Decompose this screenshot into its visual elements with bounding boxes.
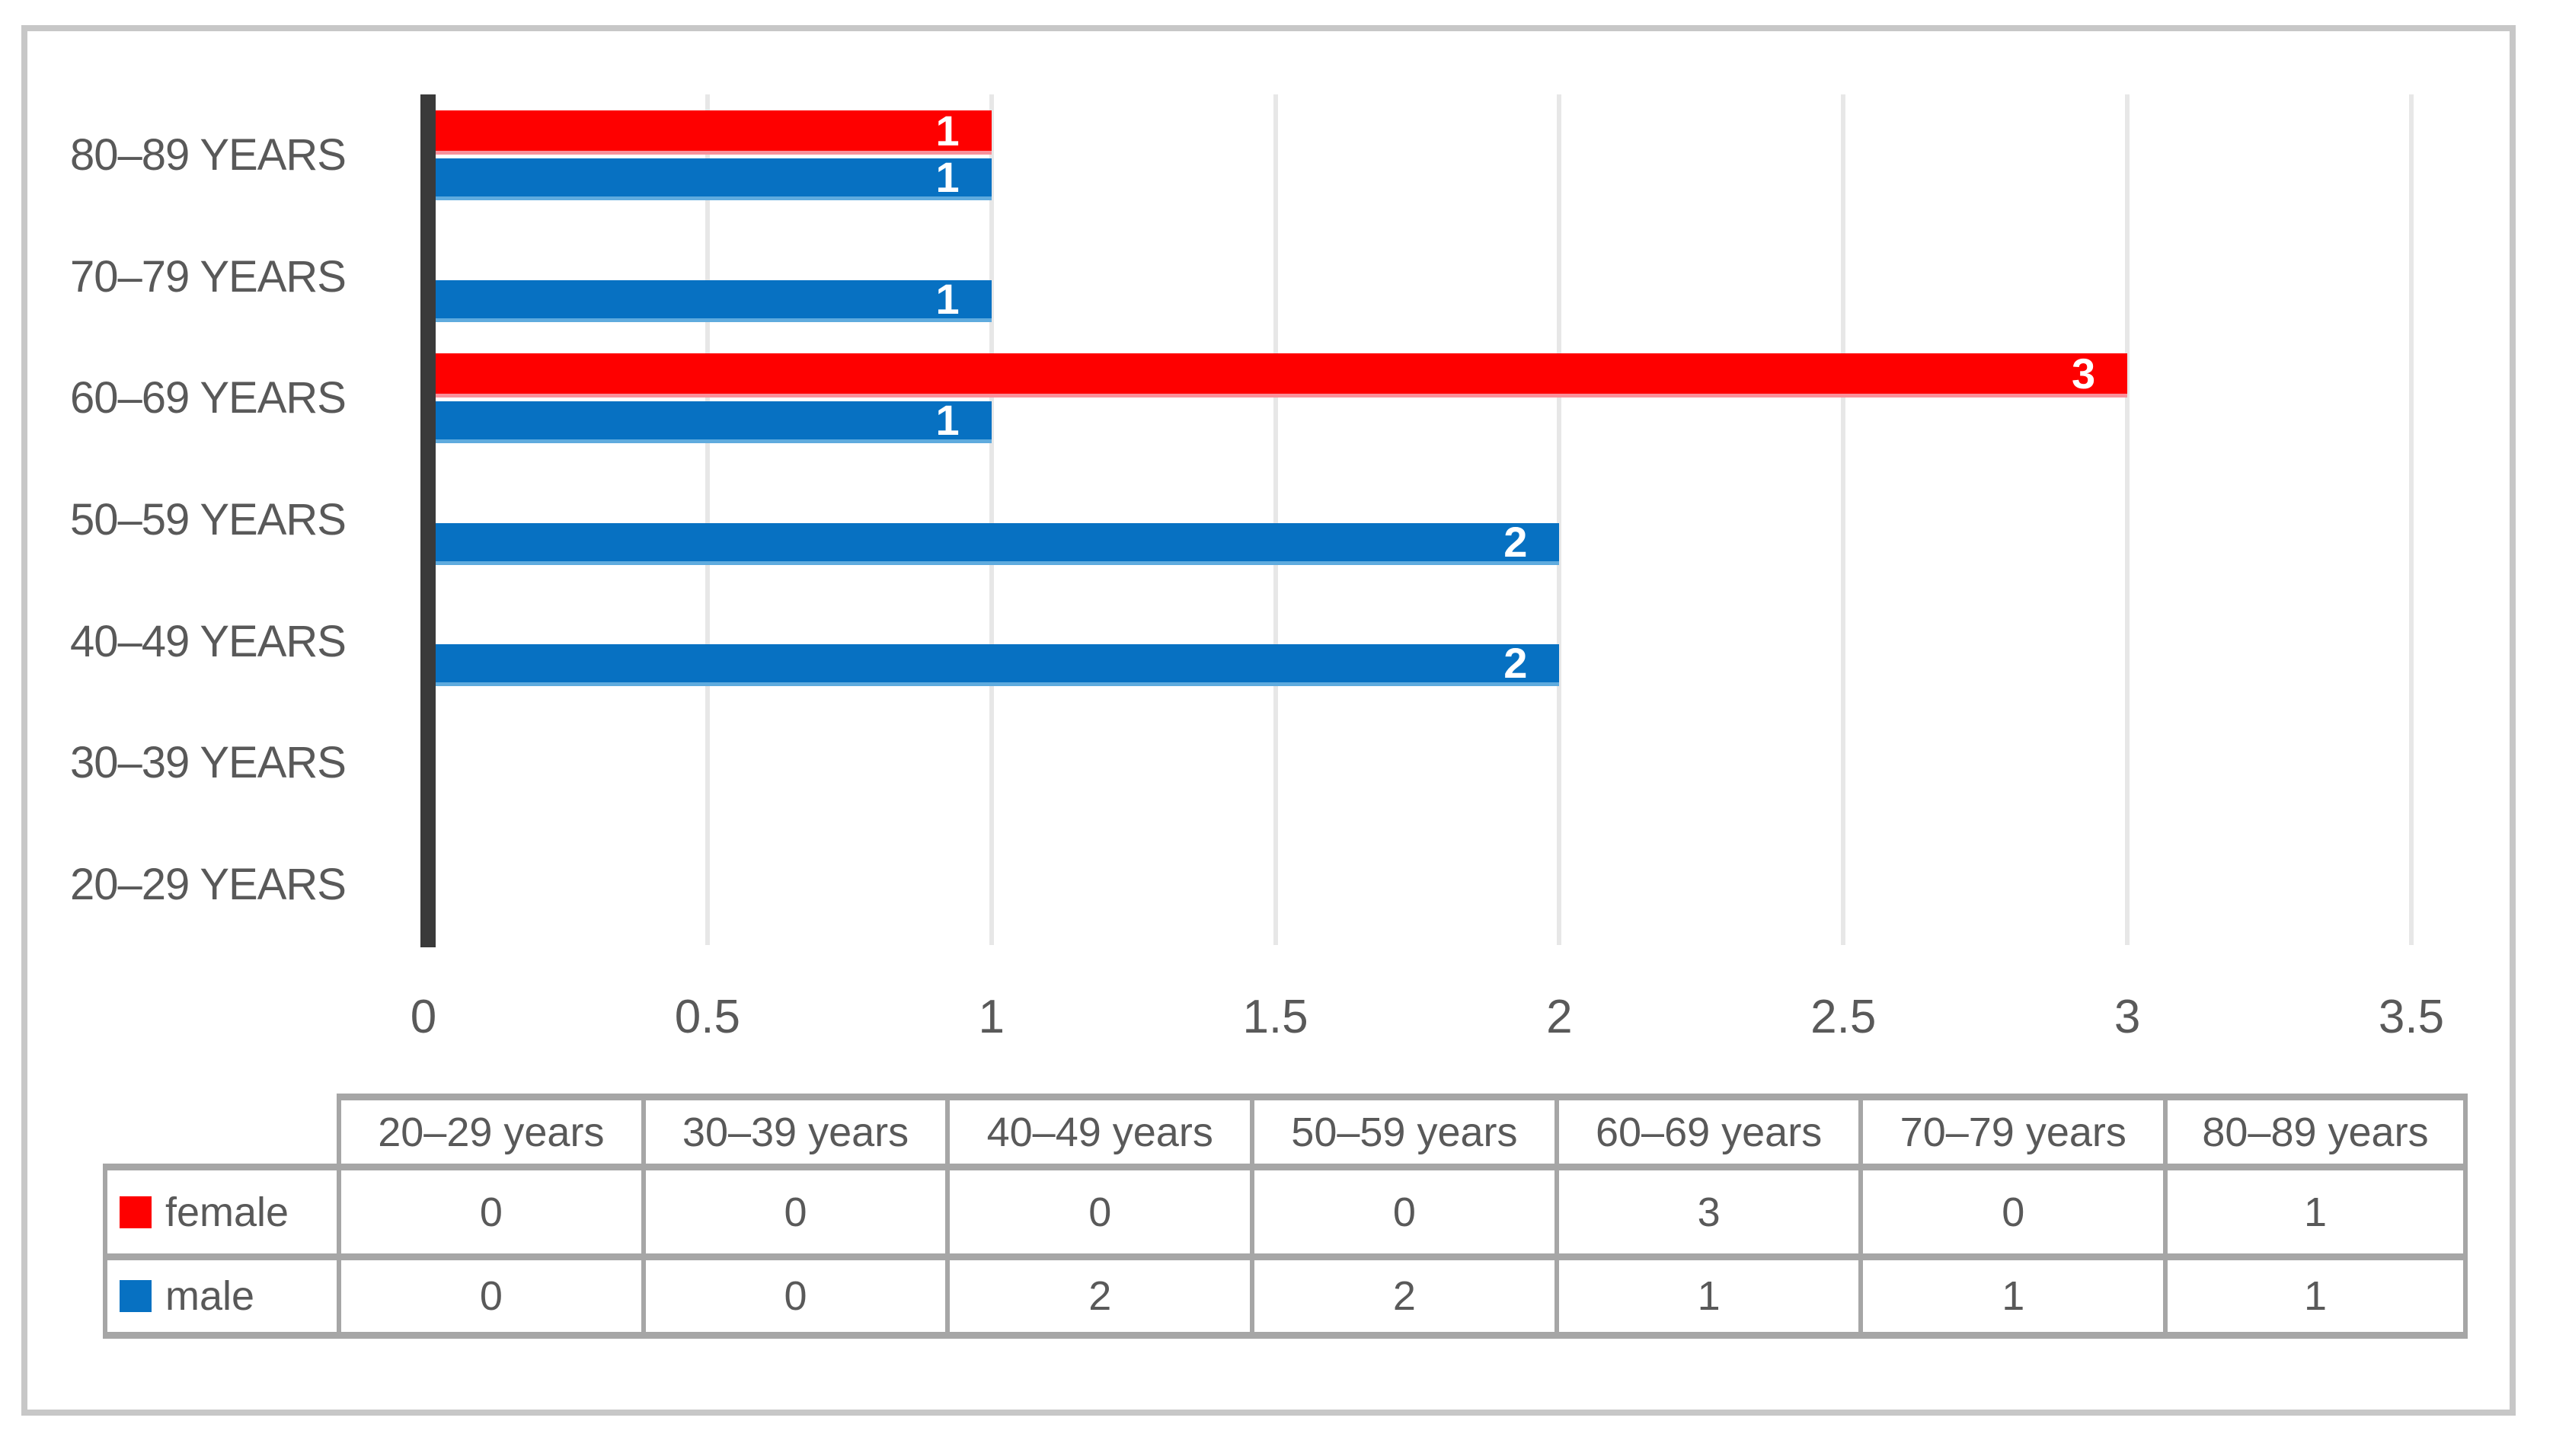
table-value-male-0: 0: [337, 1253, 641, 1339]
gridline-1: [989, 94, 994, 945]
legend-key-male: [120, 1280, 152, 1312]
table-header-50-59-: 50–59 years: [1250, 1094, 1554, 1164]
bar-value-label: 1: [935, 396, 960, 445]
legend-label-male: male: [165, 1273, 255, 1319]
gridline-0.5: [705, 94, 710, 945]
table-value-female-0: 0: [337, 1164, 641, 1253]
table-value-male-6: 1: [2163, 1253, 2468, 1339]
table-header-60-69-: 60–69 years: [1554, 1094, 1859, 1164]
table-header-40-49-: 40–49 years: [945, 1094, 1251, 1164]
table-value-female-2: 0: [945, 1164, 1251, 1253]
category-label-5: 60–69 YEARS: [70, 373, 347, 423]
table-value-male-5: 1: [1858, 1253, 2164, 1339]
x-tick-label-1: 1: [978, 991, 1005, 1043]
category-label-6: 70–79 YEARS: [70, 251, 347, 302]
data-table: 20–29 years 30–39 years 40–49 years 50–59 y…: [103, 1094, 2468, 1339]
table-header-70-79-: 70–79 years: [1858, 1094, 2164, 1164]
table-value-female-4: 3: [1554, 1164, 1859, 1253]
table-value-female-6: 1: [2163, 1164, 2468, 1253]
y-axis-line: [420, 94, 436, 947]
x-tick-label-0: 0: [410, 991, 437, 1043]
gridline-2: [1557, 94, 1562, 945]
table-value-female-1: 0: [641, 1164, 946, 1253]
x-tick-label-0.5: 0.5: [674, 991, 740, 1043]
bar-male-60-69-: 1: [423, 396, 992, 445]
category-label-7: 80–89 YEARS: [70, 130, 347, 180]
table-header-20-29-: 20–29 years: [337, 1094, 641, 1164]
category-label-1: 20–29 YEARS: [70, 859, 347, 909]
table-value-male-4: 1: [1554, 1253, 1859, 1339]
gridline-3: [2125, 94, 2130, 945]
x-tick-label-2: 2: [1546, 991, 1573, 1043]
bar-female-80-89-: 1: [423, 106, 992, 155]
legend-label-female: female: [165, 1189, 289, 1235]
table-header-30-39-: 30–39 years: [641, 1094, 946, 1164]
category-label-3: 40–49 YEARS: [70, 616, 347, 666]
table-corner-cell: [103, 1094, 337, 1164]
bar-male-50-59-: 2: [423, 517, 1560, 566]
gridline-1.5: [1273, 94, 1278, 945]
category-label-2: 30–39 YEARS: [70, 738, 347, 788]
bar-male-70-79-: 1: [423, 274, 992, 323]
table-value-female-5: 0: [1858, 1164, 2164, 1253]
gridline-3.5: [2408, 94, 2414, 945]
x-tick-label-1.5: 1.5: [1242, 991, 1308, 1043]
bar-male-80-89-: 1: [423, 153, 992, 201]
table-value-female-3: 0: [1250, 1164, 1554, 1253]
table-row-label-female: female: [103, 1164, 337, 1253]
bar-value-label: 1: [935, 153, 960, 201]
legend-key-female: [120, 1196, 152, 1228]
x-tick-label-3.5: 3.5: [2378, 991, 2445, 1043]
bar-value-label: 1: [935, 274, 960, 323]
bar-value-label: 2: [1503, 639, 1528, 688]
x-tick-label-2.5: 2.5: [1810, 991, 1877, 1043]
table-header-80-89-: 80–89 years: [2163, 1094, 2468, 1164]
table-value-male-2: 2: [945, 1253, 1251, 1339]
x-tick-label-3: 3: [2114, 991, 2141, 1043]
category-label-4: 50–59 YEARS: [70, 494, 347, 544]
table-row-label-male: male: [103, 1253, 337, 1339]
bar-value-label: 2: [1503, 517, 1528, 566]
gridline-2.5: [1841, 94, 1846, 945]
table-value-male-1: 0: [641, 1253, 946, 1339]
bar-value-label: 3: [2071, 349, 2096, 398]
bar-value-label: 1: [935, 106, 960, 155]
bar-male-40-49-: 2: [423, 639, 1560, 688]
bar-female-60-69-: 3: [423, 349, 2128, 398]
table-value-male-3: 2: [1250, 1253, 1554, 1339]
